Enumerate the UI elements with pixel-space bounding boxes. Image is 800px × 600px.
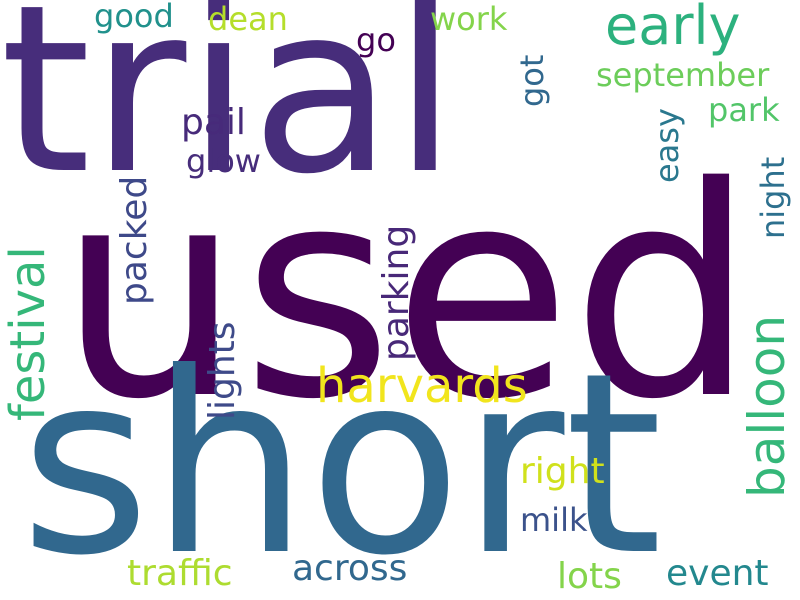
- word-lights: lights: [202, 321, 243, 420]
- word-park: park: [708, 91, 780, 129]
- word-event: event: [666, 553, 769, 594]
- word-right: right: [520, 451, 605, 492]
- word-lots: lots: [557, 556, 622, 597]
- word-go: go: [356, 21, 396, 59]
- word-milk: milk: [520, 501, 588, 539]
- word-harvards: harvards: [316, 358, 528, 414]
- word-dean: dean: [208, 0, 288, 38]
- word-early: early: [605, 0, 741, 57]
- word-pail: pail: [181, 102, 246, 143]
- word-packed: packed: [114, 175, 155, 305]
- word-balloon: balloon: [738, 314, 796, 498]
- word-good: good: [94, 0, 174, 35]
- word-festival: festival: [0, 246, 56, 421]
- word-september: september: [596, 56, 770, 94]
- word-short: short: [20, 319, 663, 600]
- word-glow: glow: [186, 142, 261, 180]
- word-easy: easy: [648, 108, 686, 183]
- word-work: work: [430, 0, 508, 38]
- word-trial: trial: [0, 0, 458, 225]
- word-across: across: [292, 548, 408, 589]
- word-parking: parking: [376, 224, 417, 361]
- word-used: used: [58, 126, 756, 463]
- word-night: night: [754, 156, 792, 239]
- word-traffic: traffic: [127, 553, 233, 594]
- word-got: got: [513, 54, 551, 107]
